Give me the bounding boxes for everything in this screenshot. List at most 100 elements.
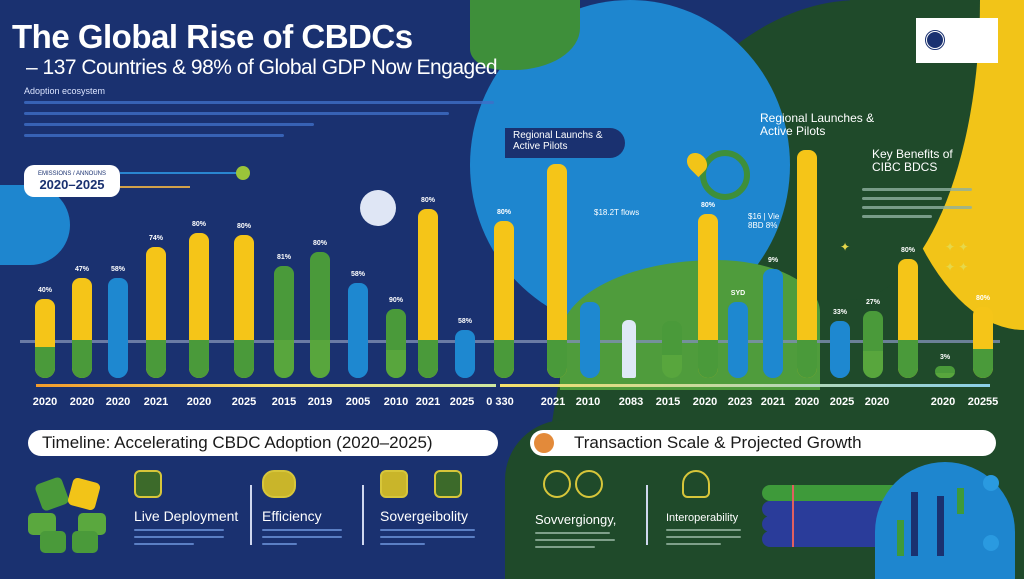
person-figure-icon (622, 320, 636, 378)
x-tick-label: 2083 (618, 396, 644, 408)
data-label: 58% (457, 318, 473, 326)
bar (698, 213, 718, 378)
bar (108, 278, 128, 378)
bar (348, 282, 368, 378)
data-label: 90% (388, 296, 404, 304)
page-title: The Global Rise of CBDCs (12, 18, 413, 55)
transactions-heading: Transaction Scale & Projected Growth (530, 430, 996, 456)
card-title: Sovvergiongy, (535, 512, 617, 527)
x-tick-label: 2023 (727, 396, 753, 408)
bar (455, 330, 475, 378)
vault-icon (380, 470, 408, 498)
data-label: 58% (350, 270, 366, 278)
data-label: 58% (110, 266, 126, 274)
bar (547, 163, 567, 378)
bar (310, 251, 330, 378)
date-range-years: 2020–2025 (39, 177, 105, 192)
x-tick-label: 2025 (829, 396, 855, 408)
bar (763, 268, 783, 378)
data-label: 33% (832, 308, 848, 316)
data-label: 80% (496, 208, 512, 216)
cloud-shape (0, 185, 70, 265)
bar (494, 220, 514, 378)
data-label: 74% (148, 235, 164, 243)
sparkle-icon: ✦ (840, 240, 851, 254)
bar (797, 149, 817, 378)
right-value-label: $16 | Vie 8BD 8% (748, 212, 780, 230)
card-interoperability: Interoperability (666, 470, 756, 545)
data-label: 40% (37, 287, 53, 295)
data-label: 80% (420, 197, 436, 205)
x-tick-label: 2020 (692, 396, 718, 408)
x-tick-label: 20255 (967, 396, 999, 408)
x-tick-label: 2015 (271, 396, 297, 408)
logo (916, 18, 998, 63)
x-tick-label: 2021 (540, 396, 566, 408)
bar (274, 266, 294, 378)
connector-line (120, 172, 240, 174)
data-label: 9% (767, 256, 779, 264)
description-text-lines (24, 101, 494, 137)
x-tick-label: 2021 (415, 396, 441, 408)
zoom-out-icon[interactable] (983, 535, 999, 551)
x-tick-label: 2020 (69, 396, 95, 408)
bar (830, 320, 850, 378)
regional-launches-label: Regional Launches & Active Pilots (760, 111, 875, 138)
table-row (762, 531, 912, 547)
key-benefits-label: Key Benefits of CIBC BDCS (872, 147, 953, 174)
bar (35, 299, 55, 378)
x-tick-label: 0 330 (486, 396, 514, 408)
marker-line (792, 485, 794, 547)
section-label: Adoption ecosystem (24, 86, 106, 96)
bar (662, 320, 682, 378)
x-tick-label: 2005 (345, 396, 371, 408)
connector-line (120, 186, 190, 188)
card-title: Interoperability (666, 512, 739, 524)
bar (189, 232, 209, 378)
x-tick-label: 2020 (930, 396, 956, 408)
bar (580, 301, 600, 378)
donut-ring-icon (700, 150, 750, 200)
table-row (762, 516, 912, 532)
data-label: 27% (865, 299, 881, 307)
card-sovereignty-right: Sovvergiongy, (535, 470, 645, 548)
x-tick-label: 2021 (760, 396, 786, 408)
table-row (762, 485, 912, 501)
card-sovereignty: Sovergeibolity (380, 470, 490, 545)
building-icon (134, 470, 162, 498)
bar (973, 306, 993, 378)
timeline-heading: Timeline: Accelerating CBDC Adoption (20… (28, 430, 498, 456)
bar (935, 366, 955, 378)
bar (898, 259, 918, 378)
zoom-in-icon[interactable] (983, 475, 999, 491)
bar (728, 301, 748, 378)
x-tick-label: 2020 (32, 396, 58, 408)
clock-icon (360, 190, 396, 226)
table-row (762, 501, 912, 517)
sparkle-icon: ✦ ✦ (945, 240, 969, 254)
x-tick-label: 2010 (383, 396, 409, 408)
card-title: Live Deployment (134, 508, 239, 524)
x-tick-label: 2019 (307, 396, 333, 408)
x-tick-label: 2021 (143, 396, 169, 408)
date-range-box: EMISSIONS / ANNOUNS 2020–2025 (24, 165, 120, 197)
data-label: 80% (191, 220, 207, 228)
x-tick-label: 2025 (231, 396, 257, 408)
logo-mark-icon (924, 29, 946, 51)
data-label: SYD (730, 289, 746, 297)
key-benefits-text-lines (862, 188, 982, 218)
divider (362, 485, 364, 545)
data-label: 3% (939, 354, 951, 362)
bar (72, 278, 92, 378)
data-label: 80% (312, 239, 328, 247)
coins-icon (262, 470, 296, 498)
ledger-icon (434, 470, 462, 498)
data-label: 81% (276, 254, 292, 262)
page-subtitle: – 137 Countries & 98% of Global GDP Now … (26, 56, 498, 79)
bar (418, 209, 438, 378)
connector-dot-icon (236, 166, 250, 180)
gradient-axis-line (36, 384, 496, 387)
coin-icon (543, 470, 571, 498)
card-efficiency: Efficiency (262, 470, 362, 545)
coin-icon (575, 470, 603, 498)
